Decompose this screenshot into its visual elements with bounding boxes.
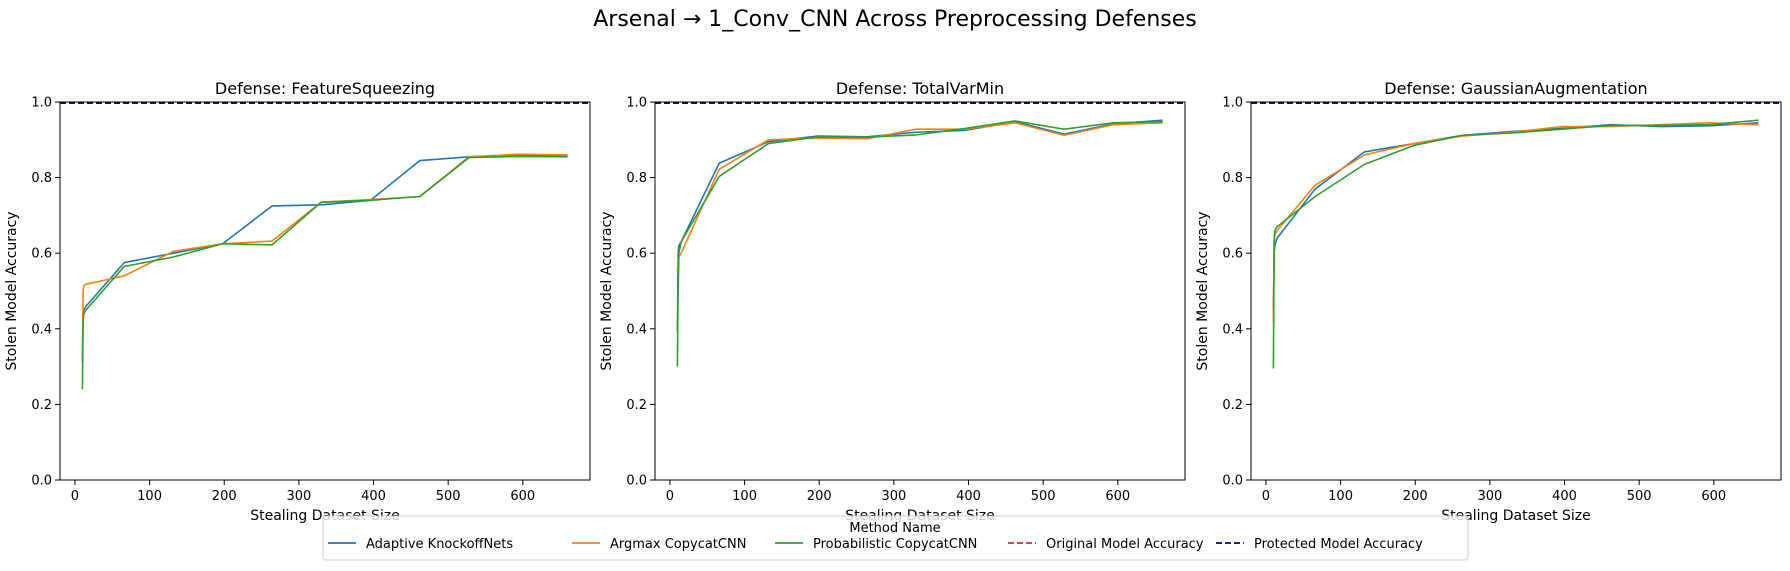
- series-line-argmax-copycatcnn: [81, 153, 568, 356]
- y-tick-label: 1.0: [626, 96, 647, 111]
- x-tick-label: 500: [436, 489, 461, 504]
- series-line-probabilistic-copycatcnn: [1272, 119, 1759, 369]
- series-line-argmax-copycatcnn: [1272, 121, 1759, 322]
- figure-title: Arsenal → 1_Conv_CNN Across Preprocessin…: [593, 7, 1197, 32]
- y-tick-label: 0.2: [31, 398, 52, 413]
- y-tick-label: 0.6: [31, 247, 52, 262]
- legend-label: Protected Model Accuracy: [1254, 537, 1423, 552]
- x-tick-label: 0: [71, 489, 79, 504]
- legend-label: Adaptive KnockoffNets: [366, 537, 513, 552]
- x-tick-label: 600: [1105, 489, 1130, 504]
- axes-frame: [59, 101, 591, 481]
- y-tick-label: 0.4: [626, 322, 647, 337]
- x-tick-label: 200: [212, 489, 237, 504]
- subplot-featuresqueezing: Defense: FeatureSqueezing Stealing Datas…: [4, 79, 591, 524]
- x-tick-label: 400: [361, 489, 386, 504]
- series-line-argmax-copycatcnn: [676, 121, 1163, 273]
- series-line-adaptive-knockoffnets: [1272, 121, 1759, 310]
- legend: Method Name Adaptive KnockoffNets Argmax …: [322, 515, 1469, 561]
- y-tick-label: 0.6: [626, 247, 647, 262]
- series-line-probabilistic-copycatcnn: [81, 155, 568, 390]
- y-tick-label: 0.4: [31, 322, 52, 337]
- subplot-totalvarmin: Defense: TotalVarMin Stealing Dataset Si…: [599, 79, 1186, 524]
- y-axis-label: Stolen Model Accuracy: [4, 211, 20, 370]
- x-axis-label: Stealing Dataset Size: [1441, 508, 1591, 524]
- y-tick-label: 0.8: [31, 171, 52, 186]
- y-axis-label: Stolen Model Accuracy: [1195, 211, 1211, 370]
- subplot-title: Defense: TotalVarMin: [836, 79, 1004, 98]
- x-tick-label: 200: [1403, 489, 1428, 504]
- y-tick-label: 0.8: [626, 171, 647, 186]
- x-tick-label: 300: [881, 489, 906, 504]
- subplot-title: Defense: GaussianAugmentation: [1384, 79, 1647, 98]
- series-line-adaptive-knockoffnets: [81, 154, 568, 363]
- legend-title: Method Name: [849, 521, 940, 536]
- axes-frame: [1250, 101, 1782, 481]
- x-tick-label: 200: [807, 489, 832, 504]
- series-line-probabilistic-copycatcnn: [676, 120, 1163, 367]
- legend-label: Original Model Accuracy: [1046, 537, 1204, 552]
- subplot-title: Defense: FeatureSqueezing: [215, 79, 435, 98]
- y-tick-label: 0.8: [1222, 171, 1243, 186]
- x-tick-label: 400: [1552, 489, 1577, 504]
- x-tick-label: 300: [1477, 489, 1502, 504]
- y-tick-label: 0.0: [626, 474, 647, 489]
- series-line-adaptive-knockoffnets: [676, 119, 1163, 333]
- legend-label: Argmax CopycatCNN: [610, 537, 746, 552]
- x-tick-label: 100: [137, 489, 162, 504]
- y-tick-label: 1.0: [31, 96, 52, 111]
- legend-frame: [322, 515, 1469, 561]
- x-tick-label: 0: [666, 489, 674, 504]
- x-tick-label: 600: [1701, 489, 1726, 504]
- y-tick-label: 0.0: [1222, 474, 1243, 489]
- y-tick-label: 0.0: [31, 474, 52, 489]
- y-tick-label: 0.2: [626, 398, 647, 413]
- x-tick-label: 300: [286, 489, 311, 504]
- y-axis-label: Stolen Model Accuracy: [599, 211, 615, 370]
- y-tick-label: 1.0: [1222, 96, 1243, 111]
- y-tick-label: 0.2: [1222, 398, 1243, 413]
- x-tick-label: 100: [1328, 489, 1353, 504]
- x-tick-label: 100: [732, 489, 757, 504]
- x-tick-label: 500: [1627, 489, 1652, 504]
- subplot-gaussianaugmentation: Defense: GaussianAugmentation Stealing D…: [1195, 79, 1782, 524]
- legend-label: Probabilistic CopycatCNN: [813, 537, 977, 552]
- x-tick-label: 500: [1031, 489, 1056, 504]
- axes-frame: [654, 101, 1186, 481]
- y-tick-label: 0.6: [1222, 247, 1243, 262]
- y-tick-label: 0.4: [1222, 322, 1243, 337]
- x-tick-label: 400: [956, 489, 981, 504]
- x-tick-label: 600: [510, 489, 535, 504]
- x-tick-label: 0: [1262, 489, 1270, 504]
